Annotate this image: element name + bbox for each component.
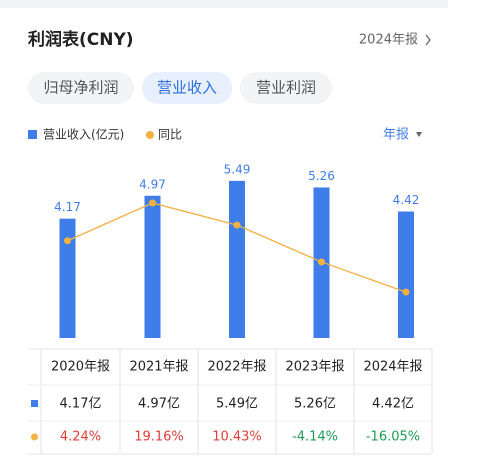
row-icon [31,433,38,441]
bar [398,211,414,338]
table-yoy: 19.16% [134,430,184,445]
table-revenue: 4.97亿 [138,397,180,412]
bar-value-label: 4.97 [139,177,166,191]
table-yoy: -4.14% [292,430,338,445]
yoy-point [402,288,410,296]
table-header: 2024年报 [363,360,422,375]
yoy-point [64,237,71,245]
table-header: 2021年报 [129,360,188,375]
legend-swatch [146,131,154,139]
table-revenue: 4.17亿 [60,397,102,412]
legend-swatch [28,130,37,139]
tab-label: 营业收入 [157,79,217,97]
yoy-point [318,258,325,266]
yoy-point [149,199,156,207]
bar-value-label: 5.26 [308,169,335,183]
table-header: 2020年报 [51,360,110,375]
top-bar [0,0,448,8]
period-select[interactable]: 年报 [383,128,409,143]
title: 利润表(CNY) [28,29,134,50]
table-yoy: -16.05% [366,430,420,445]
table-yoy: 4.24% [60,430,101,445]
dropdown-icon [416,132,422,137]
bar-value-label: 5.49 [224,162,251,176]
table-yoy: 10.43% [212,430,262,445]
bar-value-label: 4.17 [54,200,81,214]
bar [229,180,245,338]
period-link[interactable]: 2024年报 [359,33,418,48]
yoy-point [233,221,241,229]
table-revenue: 4.42亿 [372,397,414,412]
tab-label: 营业利润 [256,79,316,97]
legend-label: 营业收入(亿元) [43,127,124,142]
table-revenue: 5.26亿 [294,397,336,412]
table-header: 2022年报 [207,360,266,375]
table-revenue: 5.49亿 [216,397,258,412]
tab-label: 归母净利润 [43,79,118,97]
tab[interactable] [142,72,232,104]
legend-label: 同比 [158,128,182,142]
bar [144,195,161,338]
tab[interactable] [240,72,332,104]
bar-value-label: 4.42 [393,193,420,207]
chevron [425,34,431,46]
bar [59,218,76,338]
tab[interactable] [28,72,134,104]
table-header: 2023年报 [285,360,344,375]
row-icon [31,400,38,407]
